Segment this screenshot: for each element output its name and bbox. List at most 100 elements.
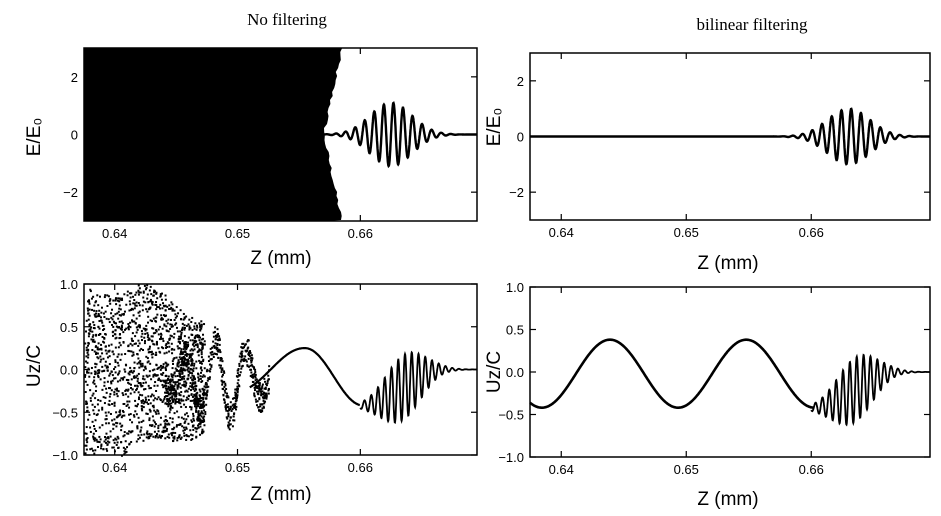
scatter-point [190,393,193,396]
scatter-point [156,398,159,401]
scatter-point [94,366,97,369]
scatter-point [192,349,195,352]
scatter-point [236,372,239,375]
scatter-point [166,435,169,438]
scatter-point [164,374,167,377]
scatter-point [92,321,95,324]
scatter-point [93,379,96,382]
scatter-point [84,366,87,369]
scatter-point [91,403,94,406]
scatter-point [151,415,154,418]
scatter-point [201,403,204,406]
scatter-point [178,423,181,426]
scatter-point [206,368,209,371]
scatter-point [200,327,203,330]
scatter-point [234,402,237,405]
scatter-point [159,307,162,310]
scatter-point [88,328,91,331]
scatter-point [184,380,187,383]
scatter-point [239,352,242,355]
scatter-point [96,315,99,318]
scatter-point [109,435,112,438]
scatter-point [97,348,100,351]
scatter-point [89,448,92,451]
scatter-point [191,434,194,437]
scatter-point [193,336,196,339]
scatter-point [97,440,100,443]
scatter-point [144,367,147,370]
y-tick-label: 1.0 [60,277,78,292]
scatter-point [225,416,228,419]
scatter-point [165,351,168,354]
scatter-point [131,344,134,347]
scatter-point [176,424,179,427]
scatter-point [182,426,185,429]
scatter-point [182,367,185,370]
scatter-point [118,304,121,307]
scatter-point [191,385,194,388]
scatter-point [118,326,121,329]
scatter-point [197,376,200,379]
scatter-point [156,384,159,387]
scatter-point [152,343,155,346]
scatter-point [201,412,204,415]
scatter-point [202,358,205,361]
scatter-point [126,446,129,449]
scatter-point [85,432,88,435]
scatter-point [137,372,140,375]
scatter-point [146,284,149,287]
scatter-point [236,394,239,397]
scatter-point [113,393,116,396]
scatter-point [169,328,172,331]
scatter-point [140,339,143,342]
scatter-point [137,284,140,287]
scatter-point [193,419,196,422]
scatter-point [177,312,180,315]
scatter-point [89,430,92,433]
scatter-point [234,405,237,408]
scatter-point [217,356,220,359]
scatter-point [146,357,149,360]
scatter-point [157,306,160,309]
scatter-point [182,348,185,351]
scatter-point [115,387,118,390]
scatter-point [216,344,219,347]
scatter-point [132,414,135,417]
scatter-point [199,341,202,344]
scatter-point [171,367,174,370]
scatter-point [133,342,136,345]
scatter-point [199,414,202,417]
scatter-point [185,382,188,385]
scatter-point [223,385,226,388]
scatter-point [100,348,103,351]
scatter-point [233,397,236,400]
scatter-point [94,437,97,440]
scatter-point [173,319,176,322]
scatter-point [102,312,105,315]
scatter-point [93,425,96,428]
scatter-point [106,294,109,297]
scatter-point [115,411,118,414]
scatter-point [194,405,197,408]
scatter-point [191,343,194,346]
scatter-point [181,363,184,366]
scatter-point [190,433,193,436]
scatter-point [136,377,139,380]
scatter-point [89,389,92,392]
scatter-point [266,382,269,385]
scatter-point [120,353,123,356]
scatter-point [236,395,239,398]
scatter-point [199,412,202,415]
scatter-point [199,329,202,332]
scatter-point [181,352,184,355]
scatter-point [146,412,149,415]
scatter-point [156,297,159,300]
scatter-point [246,340,249,343]
scatter-point [158,338,161,341]
scatter-point [172,358,175,361]
scatter-point [199,433,202,436]
scatter-point [178,434,181,437]
scatter-point [128,430,131,433]
scatter-point [193,402,196,405]
scatter-point [152,374,155,377]
